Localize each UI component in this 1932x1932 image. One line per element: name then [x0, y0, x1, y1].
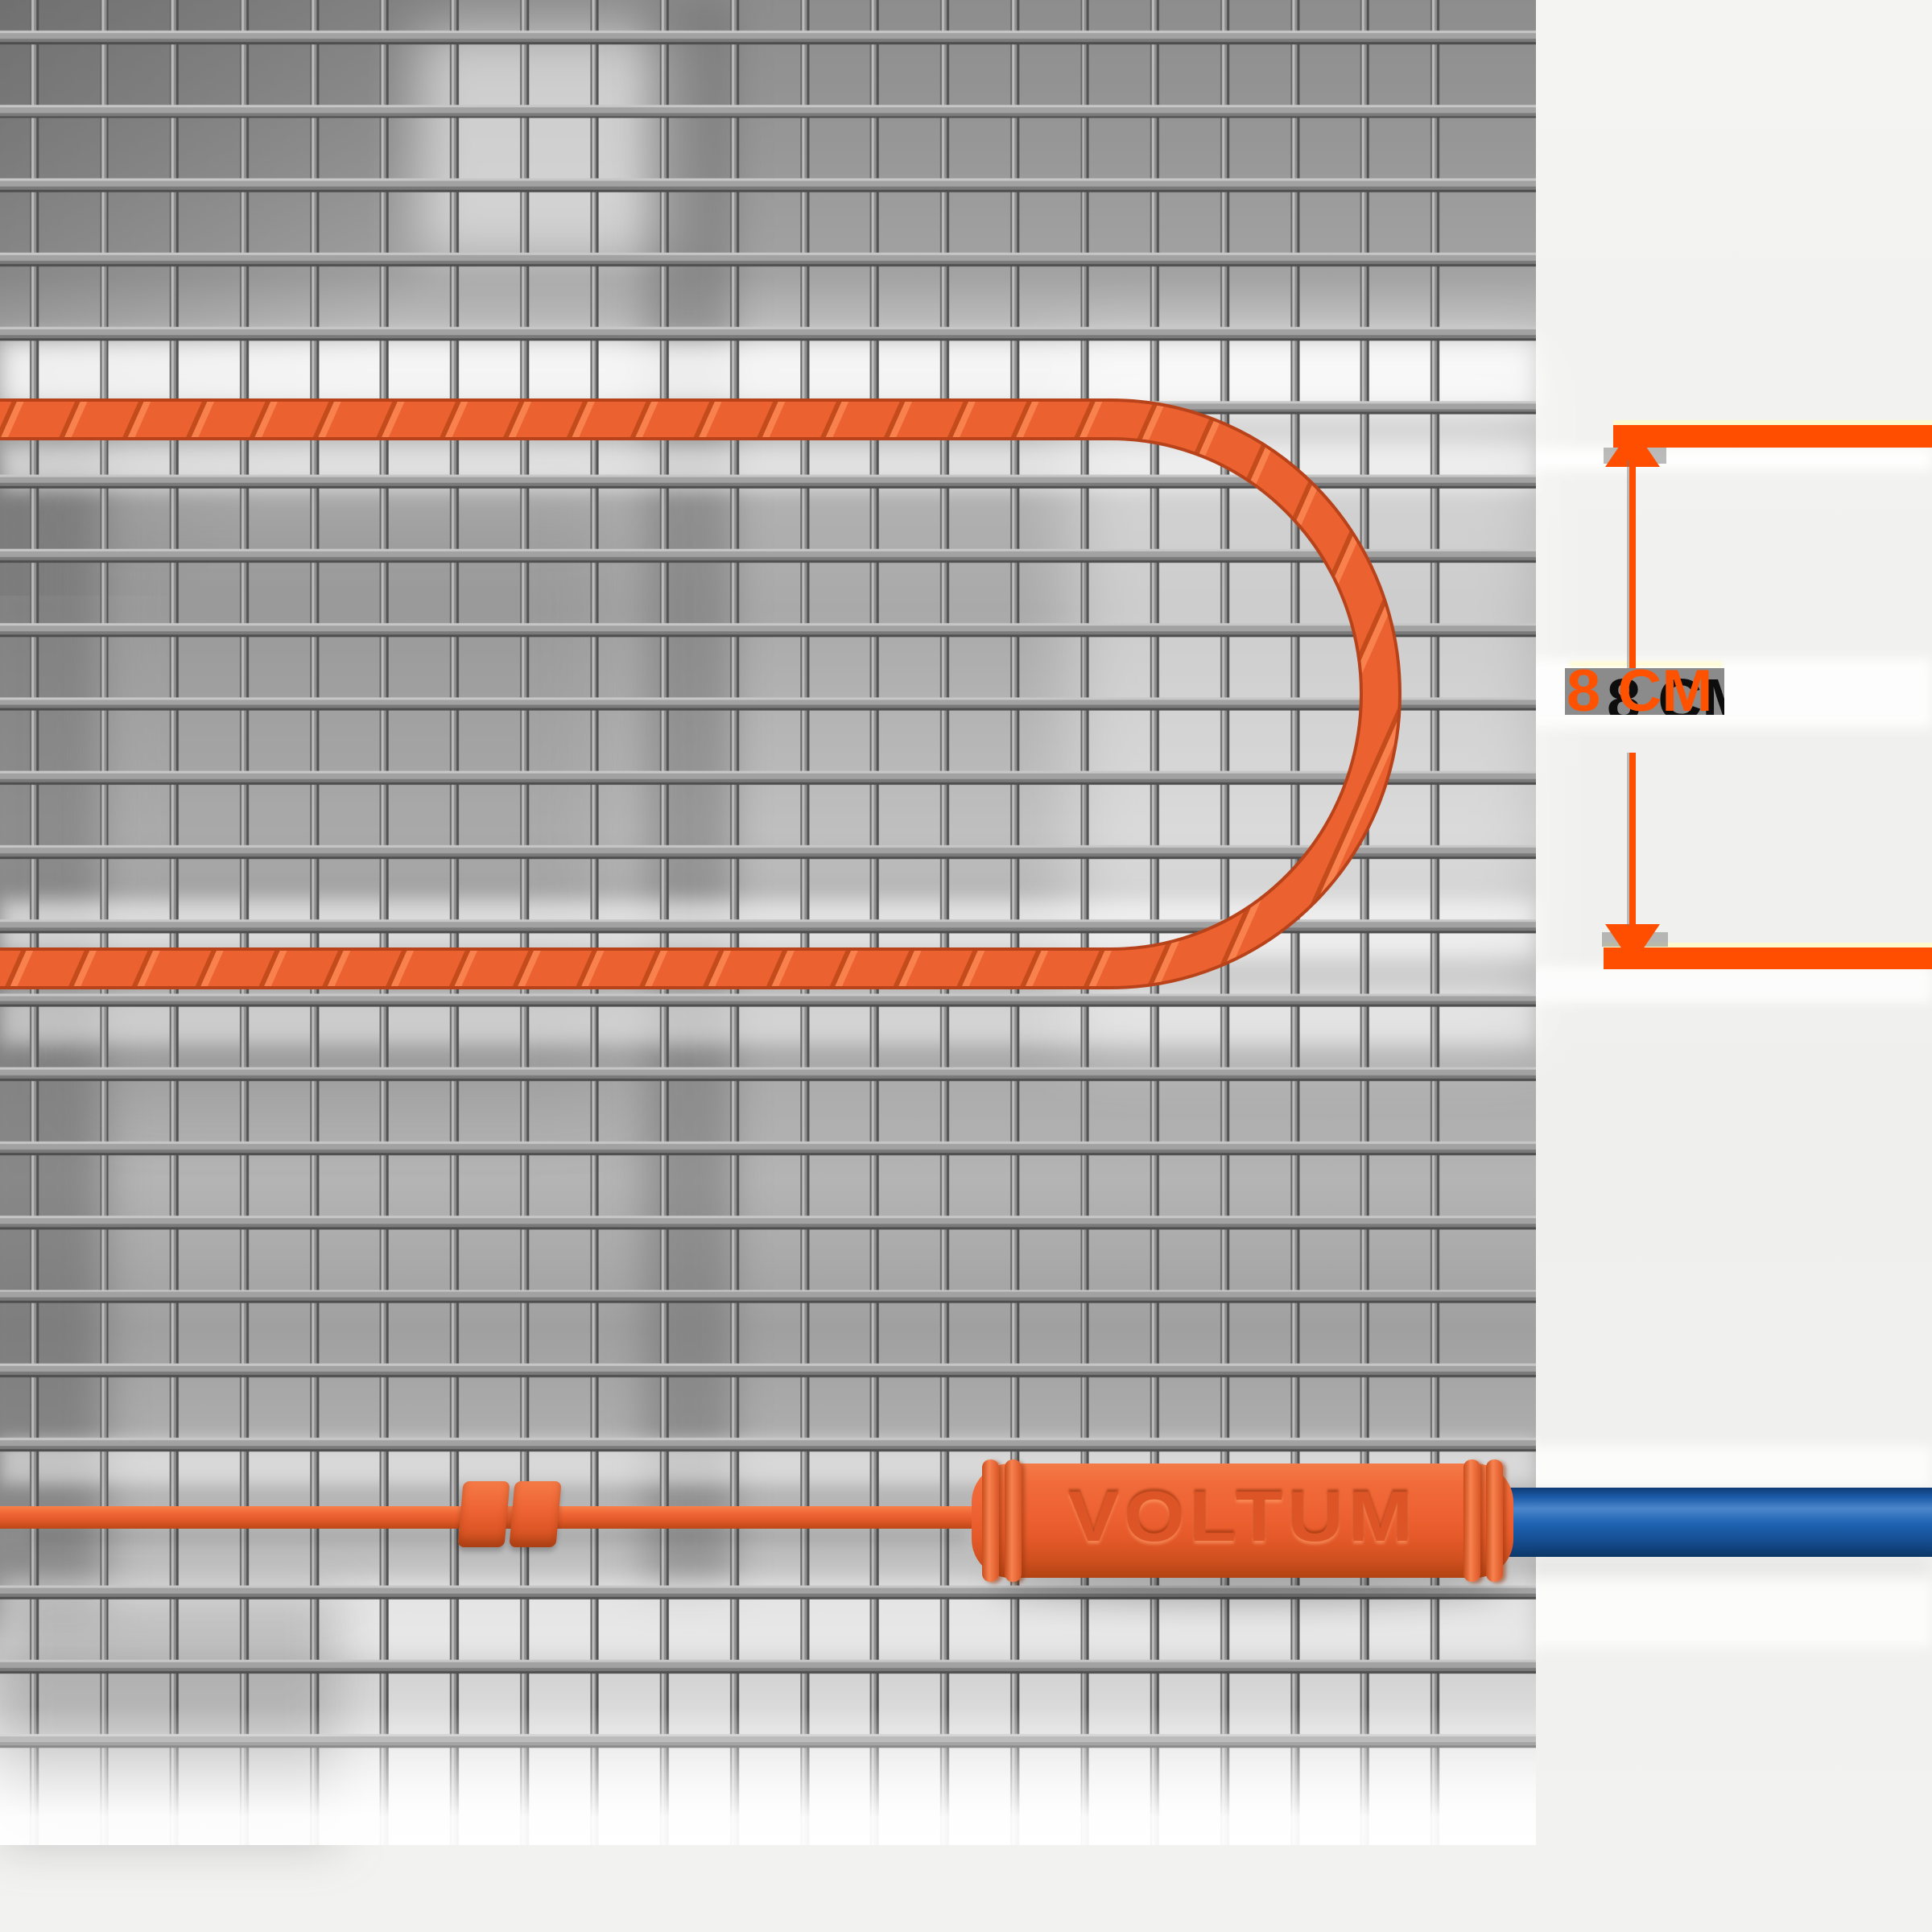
highlight-band [1526, 1446, 1932, 1488]
glow-line [1604, 943, 1932, 947]
glow-line [1570, 662, 1723, 667]
cold-lead-blue-cable [1505, 1488, 1932, 1557]
dimension-line-upper [1629, 460, 1636, 668]
highlight-band [1526, 1560, 1932, 1647]
mesh-bottom-fade [0, 1707, 1536, 1845]
glow-line [1613, 420, 1932, 425]
cable-clip [509, 1481, 562, 1547]
spacing-label: 8 CM [1567, 668, 1713, 715]
connector-rib [982, 1459, 999, 1582]
spacing-label-box: 8 CM [1565, 668, 1724, 715]
heating-cable-body [0, 402, 1398, 986]
cable-clip [457, 1481, 510, 1547]
highlight-band [1526, 966, 1932, 1003]
heating-cable-outline [0, 398, 1402, 989]
connector-rib [1463, 1459, 1480, 1582]
connector-rib [1005, 1459, 1022, 1582]
arrow-down-icon [1605, 924, 1660, 964]
brand-label: VOLTUM [1067, 1476, 1418, 1557]
highlight-band [1526, 448, 1932, 470]
dimension-line-lower [1629, 753, 1636, 926]
blue-cable-shadow [1530, 1562, 1932, 1575]
dimension-top-bar [1613, 425, 1932, 448]
connector-body: VOLTUM [972, 1459, 1513, 1582]
connector-rib [1486, 1459, 1503, 1582]
arrow-up-icon [1605, 427, 1660, 467]
